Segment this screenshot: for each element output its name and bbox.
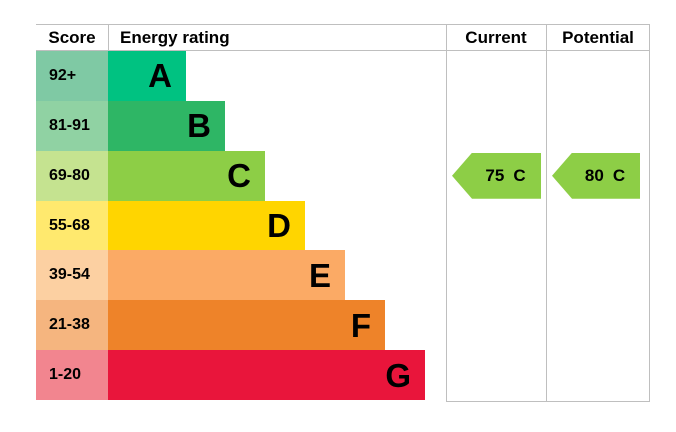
band-row: 39-54 E (36, 250, 446, 301)
band-row: 92+ A (36, 51, 446, 101)
band-letter: D (267, 207, 291, 244)
grid-line-current-divider (446, 24, 447, 402)
grid-line-score-divider (108, 24, 109, 50)
band-row: 81-91 B (36, 100, 446, 151)
band-score-range: 81-91 (36, 100, 108, 151)
potential-rating-value: 80 (584, 165, 604, 185)
band-row: 69-80 C (36, 150, 446, 201)
potential-rating-band: C (612, 165, 626, 185)
band-bar: F (108, 300, 385, 351)
band-letter: G (385, 356, 411, 394)
band-score-range: 69-80 (36, 150, 108, 201)
band-bar: A (108, 51, 186, 101)
band-score-range: 39-54 (36, 250, 108, 301)
band-rows: 92+ A 81-91 B 69-80 C 55-68 D 39-54 E 21… (36, 51, 446, 401)
grid-line-bottom (446, 401, 650, 402)
band-bar: G (108, 350, 425, 401)
band-letter: A (148, 57, 172, 95)
band-bar: C (108, 150, 265, 201)
potential-rating-arrow: 80 C (552, 152, 640, 199)
band-row: 1-20 G (36, 350, 446, 401)
band-score-range: 21-38 (36, 300, 108, 351)
grid-line-header-bottom (36, 50, 650, 51)
grid-line-potential-divider (546, 24, 547, 402)
band-letter: C (227, 157, 251, 195)
current-rating-arrow: 75 C (452, 152, 541, 199)
energy-rating-column-header: Energy rating (120, 27, 230, 47)
grid-line-top (36, 24, 650, 25)
band-row: 21-38 F (36, 300, 446, 351)
band-score-range: 55-68 (36, 200, 108, 251)
current-rating-value: 75 (485, 165, 505, 185)
table-header-row: Score Energy rating Current Potential (36, 25, 650, 50)
grid-line-right-edge (649, 24, 650, 402)
score-column-header: Score (48, 27, 96, 47)
band-bar: D (108, 200, 305, 251)
band-bar: E (108, 250, 345, 301)
current-rating-band: C (513, 165, 526, 185)
band-letter: B (187, 107, 211, 145)
band-bar: B (108, 100, 225, 151)
current-column-header: Current (465, 27, 527, 47)
potential-column-header: Potential (562, 27, 634, 47)
band-letter: E (308, 256, 331, 294)
band-score-range: 1-20 (36, 350, 108, 401)
band-letter: F (350, 306, 371, 344)
band-row: 55-68 D (36, 200, 446, 251)
epc-energy-rating-chart: Score Energy rating Current Potential 92… (36, 24, 650, 402)
band-score-range: 92+ (36, 51, 108, 101)
